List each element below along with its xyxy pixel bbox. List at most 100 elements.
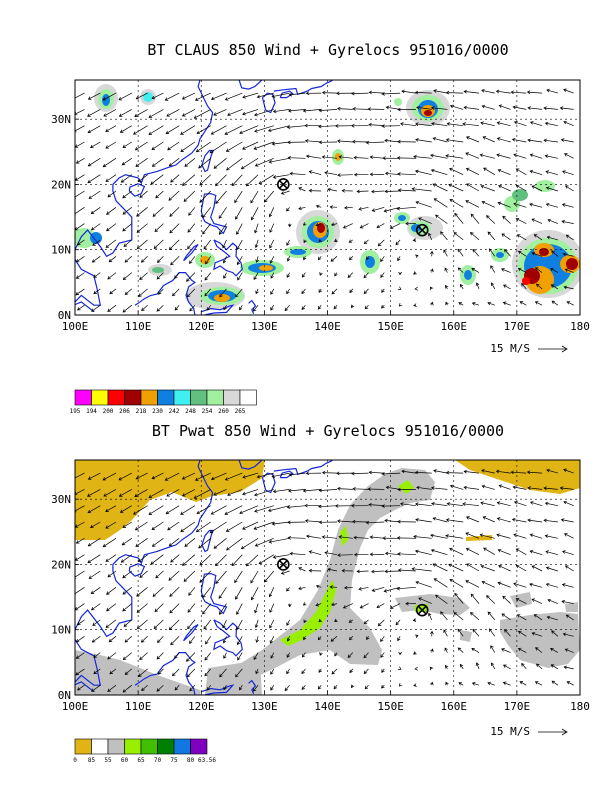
- wind-arrow: [398, 303, 403, 307]
- wind-arrow: [376, 603, 385, 609]
- wind-arrow: [448, 183, 464, 192]
- wind-arrow: [187, 603, 196, 613]
- wind-arrow: [269, 256, 275, 264]
- wind-arrow: [385, 105, 401, 110]
- wind-arrow: [236, 239, 243, 250]
- wind-arrow: [363, 272, 369, 279]
- wind-arrow: [121, 158, 132, 166]
- wind-arrow: [560, 518, 574, 523]
- wind-arrow: [414, 634, 419, 638]
- wind-arrow: [90, 587, 101, 595]
- wind-arrow: [242, 472, 259, 479]
- wind-arrow: [301, 272, 306, 278]
- wind-arrow: [445, 534, 464, 539]
- wind-arrow: [545, 566, 559, 572]
- wind-arrow: [301, 652, 306, 658]
- wind-arrow: [459, 663, 464, 670]
- wind-arrow: [156, 304, 164, 312]
- wind-arrow: [414, 666, 418, 671]
- legend-label: 85: [88, 757, 96, 764]
- wind-arrow: [108, 636, 117, 643]
- wind-arrow: [105, 619, 117, 628]
- wind-arrow: [199, 570, 211, 583]
- wind-arrow: [381, 684, 385, 689]
- wind-arrow: [502, 681, 511, 686]
- wind-arrow: [256, 472, 274, 479]
- wind-arrow: [521, 282, 527, 290]
- wind-arrow: [550, 664, 559, 670]
- wind-arrow: [174, 652, 180, 659]
- wind-arrow: [546, 468, 558, 474]
- x-tick-label: 120E: [188, 700, 215, 713]
- wind-arrow: [215, 570, 227, 585]
- panel-1-gyrelocs: [277, 178, 429, 237]
- wind-arrow: [453, 612, 464, 621]
- wind-arrow: [465, 167, 480, 176]
- wind-arrow: [204, 652, 211, 661]
- wind-arrow: [318, 238, 322, 243]
- wind-arrow: [517, 267, 527, 273]
- wind-arrow: [471, 682, 480, 686]
- wind-arrow: [497, 581, 511, 588]
- wind-arrow: [381, 304, 385, 309]
- coastline: [75, 80, 333, 315]
- legend-swatch: [107, 389, 125, 406]
- wind-arrow: [445, 301, 449, 306]
- wind-arrow: [209, 521, 227, 534]
- wind-arrow: [242, 92, 259, 99]
- wind-arrow: [302, 108, 322, 113]
- wind-arrow: [301, 668, 306, 675]
- wind-arrow: [347, 652, 354, 658]
- wind-arrow: [237, 272, 243, 281]
- wind-arrow: [269, 603, 275, 613]
- wind-arrow: [384, 551, 401, 556]
- wind-arrow: [503, 284, 511, 290]
- wind-arrow: [551, 250, 559, 257]
- wind-arrow: [445, 518, 464, 523]
- wind-arrow: [414, 549, 432, 556]
- wind-arrow: [245, 554, 259, 567]
- wind-arrow: [529, 533, 543, 539]
- wind-arrow: [470, 593, 480, 604]
- wind-arrow: [284, 684, 290, 692]
- wind-arrow: [529, 501, 543, 507]
- wind-arrow: [225, 141, 243, 152]
- wind-arrow: [562, 252, 574, 257]
- wind-arrow: [109, 288, 117, 295]
- wind-arrow: [415, 580, 432, 588]
- wind-arrow: [533, 614, 543, 621]
- wind-arrow: [543, 486, 558, 491]
- wind-arrow: [180, 141, 196, 152]
- x-tick-label: 160E: [441, 700, 468, 713]
- wind-arrow: [170, 554, 180, 563]
- wind-arrow: [215, 554, 227, 567]
- wind-arrow: [497, 201, 511, 208]
- wind-arrow: [269, 619, 275, 629]
- wind-arrow: [405, 601, 416, 606]
- wind-arrow: [411, 187, 432, 192]
- wind-arrow: [414, 254, 419, 258]
- wind-arrow: [369, 172, 385, 177]
- wind-arrow: [119, 505, 132, 513]
- wind-arrow: [289, 551, 306, 556]
- wind-arrow: [551, 630, 559, 637]
- wind-arrow: [181, 92, 196, 100]
- wind-arrow: [135, 158, 148, 167]
- wind-arrow: [242, 521, 259, 530]
- wind-arrow: [465, 152, 480, 159]
- wind-arrow: [168, 619, 180, 631]
- wind-arrow: [287, 140, 306, 145]
- wind-arrow: [255, 636, 259, 643]
- wind-arrow: [435, 214, 448, 224]
- wind-arrow: [181, 554, 196, 566]
- wind-arrow: [481, 88, 495, 94]
- wind-arrow: [222, 619, 227, 629]
- wind-arrow: [348, 239, 353, 243]
- wind-arrow: [483, 167, 495, 176]
- wind-arrow: [122, 603, 133, 612]
- wind-arrow: [321, 155, 338, 159]
- wind-arrow: [305, 534, 322, 539]
- wind-arrow: [356, 569, 369, 574]
- wind-arrow: [381, 92, 401, 96]
- wind-arrow: [566, 681, 574, 686]
